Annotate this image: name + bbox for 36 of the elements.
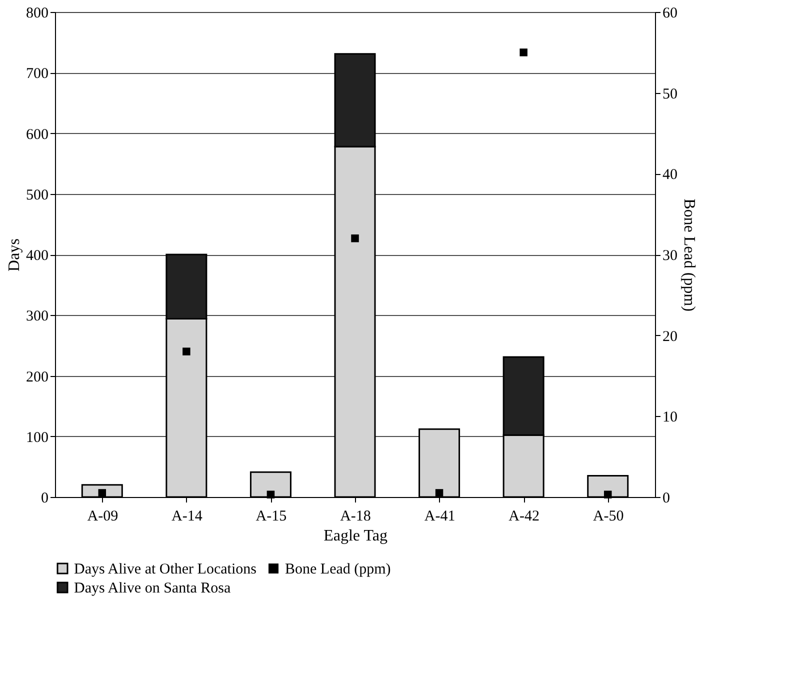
y-tick-label: 200 (26, 369, 48, 386)
x-tick-label: A-18 (340, 508, 371, 524)
y-tick-label: 0 (41, 490, 48, 506)
y-tick-label: 300 (26, 308, 48, 325)
point (351, 234, 359, 242)
x-tick-label: A-41 (424, 508, 456, 524)
y2-axis-title: Bone Lead (ppm) (680, 198, 698, 312)
y2-tick-label: 50 (662, 86, 678, 102)
x-tick-label: A-15 (256, 508, 287, 524)
y2-tick-label: 60 (662, 6, 678, 22)
legend-label: Bone Lead (ppm) (285, 562, 391, 578)
y-tick-label: 600 (26, 126, 48, 143)
x-tick-label: A-14 (172, 508, 203, 524)
y2-tick-label: 20 (662, 328, 678, 345)
point (98, 489, 106, 497)
y2-tick-label: 0 (662, 490, 670, 506)
point (266, 490, 275, 498)
x-tick-label: A-42 (508, 508, 540, 524)
legend-label: Days Alive at Other Locations (74, 562, 257, 578)
y-tick-label: 500 (26, 187, 48, 204)
y-tick-label: 400 (26, 248, 48, 264)
y-tick-label: 800 (26, 6, 48, 22)
x-tick-label: A-09 (87, 508, 118, 524)
y-axis-title: Days (6, 238, 23, 272)
x-axis-title: Eagle Tag (324, 528, 388, 544)
y2-tick-label: 40 (662, 167, 678, 184)
point (520, 48, 528, 56)
y-tick-label: 100 (26, 430, 48, 446)
y2-tick-label: 30 (662, 248, 678, 264)
point (604, 490, 612, 498)
y-tick-label: 700 (26, 66, 48, 82)
point (435, 489, 444, 497)
y2-tick-label: 10 (662, 410, 678, 426)
legend-label: Days Alive on Santa Rosa (74, 580, 231, 596)
x-tick-label: A-50 (592, 508, 624, 524)
point (182, 348, 190, 356)
